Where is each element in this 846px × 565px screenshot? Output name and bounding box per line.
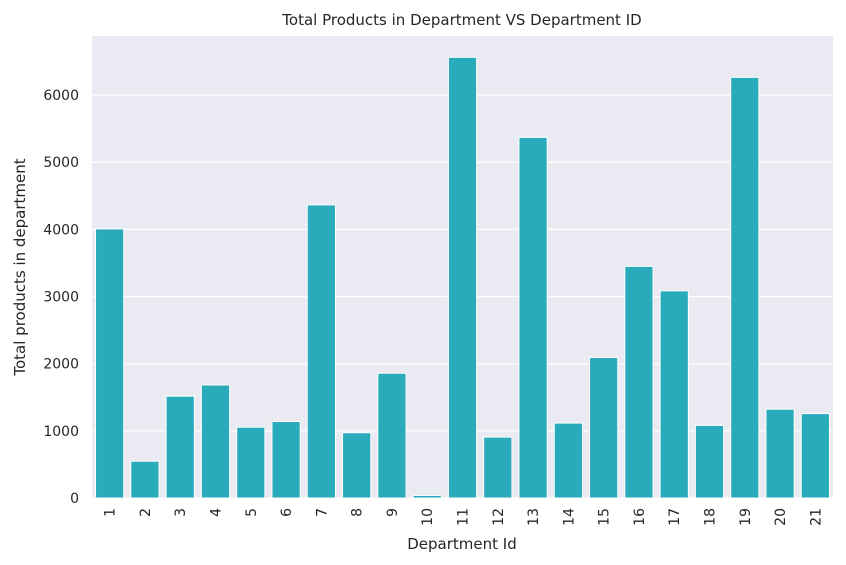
bar-dept-13 — [518, 136, 548, 499]
y-tick-label: 6000 — [43, 88, 79, 104]
x-tick-label: 14 — [561, 508, 577, 526]
bar-dept-8 — [342, 432, 372, 499]
bar-dept-21 — [800, 413, 830, 499]
bar-dept-7 — [306, 204, 336, 499]
x-tick-label: 10 — [420, 508, 436, 526]
x-tick-label: 21 — [808, 508, 824, 526]
bar-dept-20 — [765, 408, 795, 499]
bar-dept-12 — [483, 436, 513, 499]
bar-dept-1 — [95, 228, 125, 499]
x-tick-label: 5 — [244, 508, 260, 517]
bar-dept-18 — [694, 424, 725, 499]
bar-dept-16 — [624, 265, 654, 499]
x-tick-label: 6 — [279, 508, 295, 517]
y-tick-label: 1000 — [43, 424, 79, 440]
bar-dept-10 — [412, 494, 442, 499]
x-tick-label: 11 — [456, 508, 472, 526]
bars — [95, 56, 830, 499]
bar-dept-3 — [165, 395, 195, 499]
y-tick-label: 2000 — [43, 357, 79, 373]
x-tick-label: 2 — [138, 508, 154, 517]
bar-dept-14 — [553, 422, 583, 499]
x-axis-label: Department Id — [407, 535, 516, 553]
x-tick-label: 1 — [103, 508, 119, 517]
x-tick-label: 20 — [773, 508, 789, 526]
y-tick-label: 4000 — [43, 222, 79, 238]
x-tick-label: 13 — [526, 508, 542, 526]
bar-dept-17 — [659, 290, 689, 499]
x-tick-label: 9 — [385, 508, 401, 517]
bar-dept-4 — [200, 384, 231, 499]
bar-dept-9 — [377, 372, 407, 499]
y-axis-label: Total products in department — [11, 158, 29, 376]
y-tick-label: 5000 — [43, 155, 79, 171]
y-axis-ticks: 0 1000 2000 3000 4000 5000 6000 — [43, 88, 79, 507]
x-tick-label: 4 — [209, 508, 225, 517]
bar-dept-11 — [447, 56, 478, 499]
x-tick-label: 19 — [738, 508, 754, 526]
x-tick-label: 3 — [173, 508, 189, 517]
bar-dept-5 — [236, 426, 266, 499]
x-tick-label: 8 — [350, 508, 366, 517]
bar-dept-2 — [130, 460, 160, 499]
y-tick-label: 3000 — [43, 290, 79, 306]
x-tick-label: 7 — [314, 508, 330, 517]
x-tick-label: 17 — [667, 508, 683, 526]
y-tick-label: 0 — [70, 491, 79, 507]
chart-title: Total Products in Department VS Departme… — [281, 11, 641, 29]
x-tick-label: 12 — [491, 508, 507, 526]
bar-dept-6 — [271, 421, 301, 499]
x-axis-ticks: 1 2 3 4 5 6 7 8 9 10 11 12 13 14 15 16 17 18 19 20 21 — [103, 508, 825, 526]
x-tick-label: 15 — [597, 508, 613, 526]
x-tick-label: 16 — [632, 508, 648, 526]
x-tick-label: 18 — [703, 508, 719, 526]
bar-dept-19 — [730, 76, 760, 499]
bar-dept-15 — [589, 357, 619, 499]
